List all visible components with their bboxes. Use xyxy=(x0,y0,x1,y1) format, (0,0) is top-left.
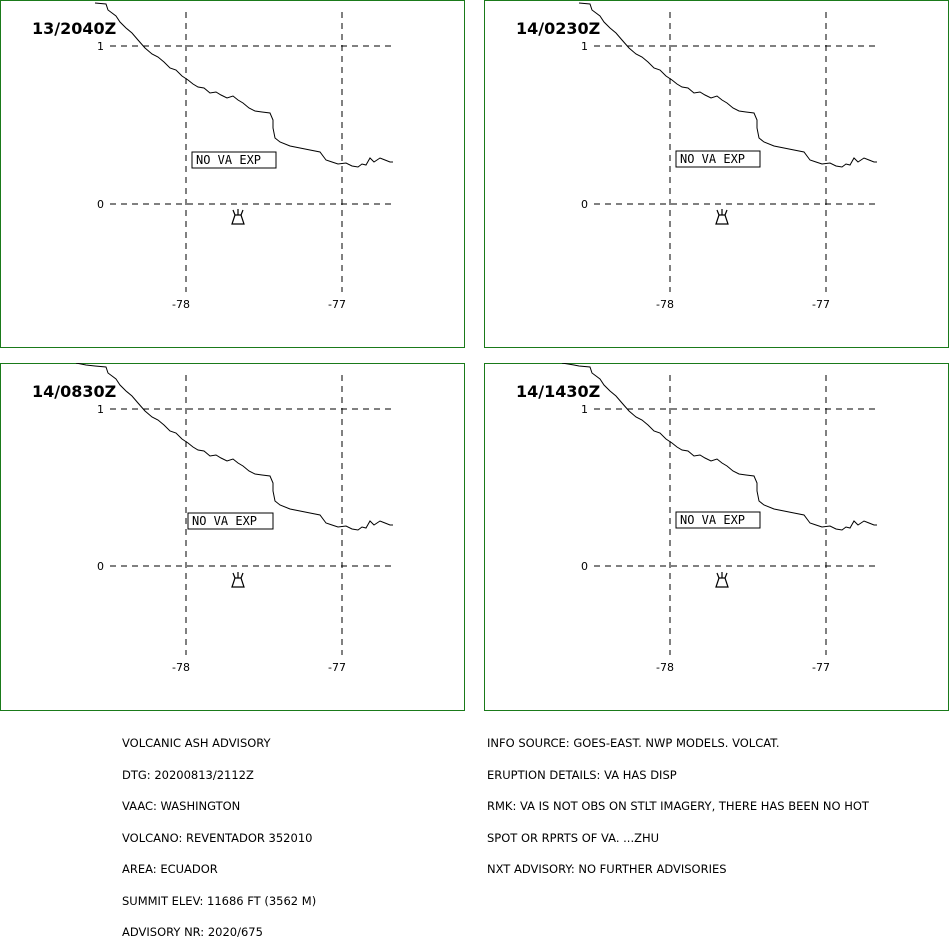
map-svg: 14/0230Z 1 0 -78 -77 NO VA EXP xyxy=(484,0,949,348)
status-text: NO VA EXP xyxy=(680,152,745,166)
lon-label-77: -77 xyxy=(328,661,346,674)
lat-label-0: 0 xyxy=(97,560,104,573)
lon-label-78: -78 xyxy=(656,298,674,311)
lon-label-77: -77 xyxy=(812,298,830,311)
coastline xyxy=(75,363,393,531)
advisory-line: VOLCANO: REVENTADOR 352010 xyxy=(122,830,313,845)
status-box xyxy=(675,511,761,529)
valid-time-label: 14/0230Z xyxy=(516,19,600,38)
advisory-line: SUMMIT ELEV: 11686 FT (3562 M) xyxy=(122,893,317,908)
panel-border xyxy=(484,363,949,711)
lat-label-0: 0 xyxy=(97,198,104,211)
lon-label-78: -78 xyxy=(172,298,190,311)
volcano-icon xyxy=(715,572,729,588)
lon-label-78: -78 xyxy=(656,661,674,674)
map-svg: 13/2040Z 1 0 -78 -77 NO VA EXP xyxy=(0,0,465,348)
advisory-line: AREA: ECUADOR xyxy=(122,862,218,876)
coastline xyxy=(94,2,393,168)
lon-label-77: -77 xyxy=(812,661,830,674)
panel-border xyxy=(0,0,465,348)
status-box xyxy=(191,151,277,169)
lat-label-1: 1 xyxy=(581,403,588,416)
advisory-remarks-block: INFO SOURCE: GOES-EAST. NWP MODELS. VOLC… xyxy=(487,717,869,885)
status-box xyxy=(675,150,761,168)
lat-label-0: 0 xyxy=(581,198,588,211)
coastline xyxy=(578,2,877,168)
remarks-line: SPOT OR RPRTS OF VA. ...ZHU xyxy=(487,830,660,845)
lon-label-77: -77 xyxy=(328,298,346,311)
map-panel: 13/2040Z 1 0 -78 -77 NO VA EXP xyxy=(0,0,465,348)
remarks-line: NXT ADVISORY: NO FURTHER ADVISORIES xyxy=(487,862,727,876)
volcano-icon xyxy=(231,572,245,588)
status-text: NO VA EXP xyxy=(196,153,261,167)
volcano-icon xyxy=(715,209,729,225)
advisory-line: DTG: 20200813/2112Z xyxy=(122,767,254,782)
valid-time-label: 14/1430Z xyxy=(516,382,600,401)
remarks-line: INFO SOURCE: GOES-EAST. NWP MODELS. VOLC… xyxy=(487,736,780,750)
map-svg: 14/0830Z 1 0 -78 -77 NO VA EXP xyxy=(0,363,465,711)
remarks-line: ERUPTION DETAILS: VA HAS DISP xyxy=(487,767,677,782)
advisory-line: ADVISORY NR: 2020/675 xyxy=(122,925,263,939)
lon-label-78: -78 xyxy=(172,661,190,674)
status-text: NO VA EXP xyxy=(192,514,257,528)
advisory-header-block: VOLCANIC ASH ADVISORY DTG: 20200813/2112… xyxy=(122,717,316,948)
coastline xyxy=(561,363,877,531)
map-svg: 14/1430Z 1 0 -78 -77 NO VA EXP xyxy=(484,363,949,711)
lat-label-1: 1 xyxy=(581,40,588,53)
map-panel: 14/0830Z 1 0 -78 -77 NO VA EXP xyxy=(0,363,465,711)
lat-label-0: 0 xyxy=(581,560,588,573)
advisory-line: VAAC: WASHINGTON xyxy=(122,799,241,813)
volcano-icon xyxy=(231,209,245,225)
lat-label-1: 1 xyxy=(97,40,104,53)
advisory-line: VOLCANIC ASH ADVISORY xyxy=(122,736,271,750)
remarks-line: RMK: VA IS NOT OBS ON STLT IMAGERY, THER… xyxy=(487,799,869,813)
status-box xyxy=(187,512,274,530)
panel-border xyxy=(484,0,949,348)
valid-time-label: 14/0830Z xyxy=(32,382,116,401)
map-panel: 14/1430Z 1 0 -78 -77 NO VA EXP xyxy=(484,363,949,711)
valid-time-label: 13/2040Z xyxy=(32,19,116,38)
lat-label-1: 1 xyxy=(97,403,104,416)
map-panel: 14/0230Z 1 0 -78 -77 NO VA EXP xyxy=(484,0,949,348)
status-text: NO VA EXP xyxy=(680,513,745,527)
panel-border xyxy=(0,363,465,711)
